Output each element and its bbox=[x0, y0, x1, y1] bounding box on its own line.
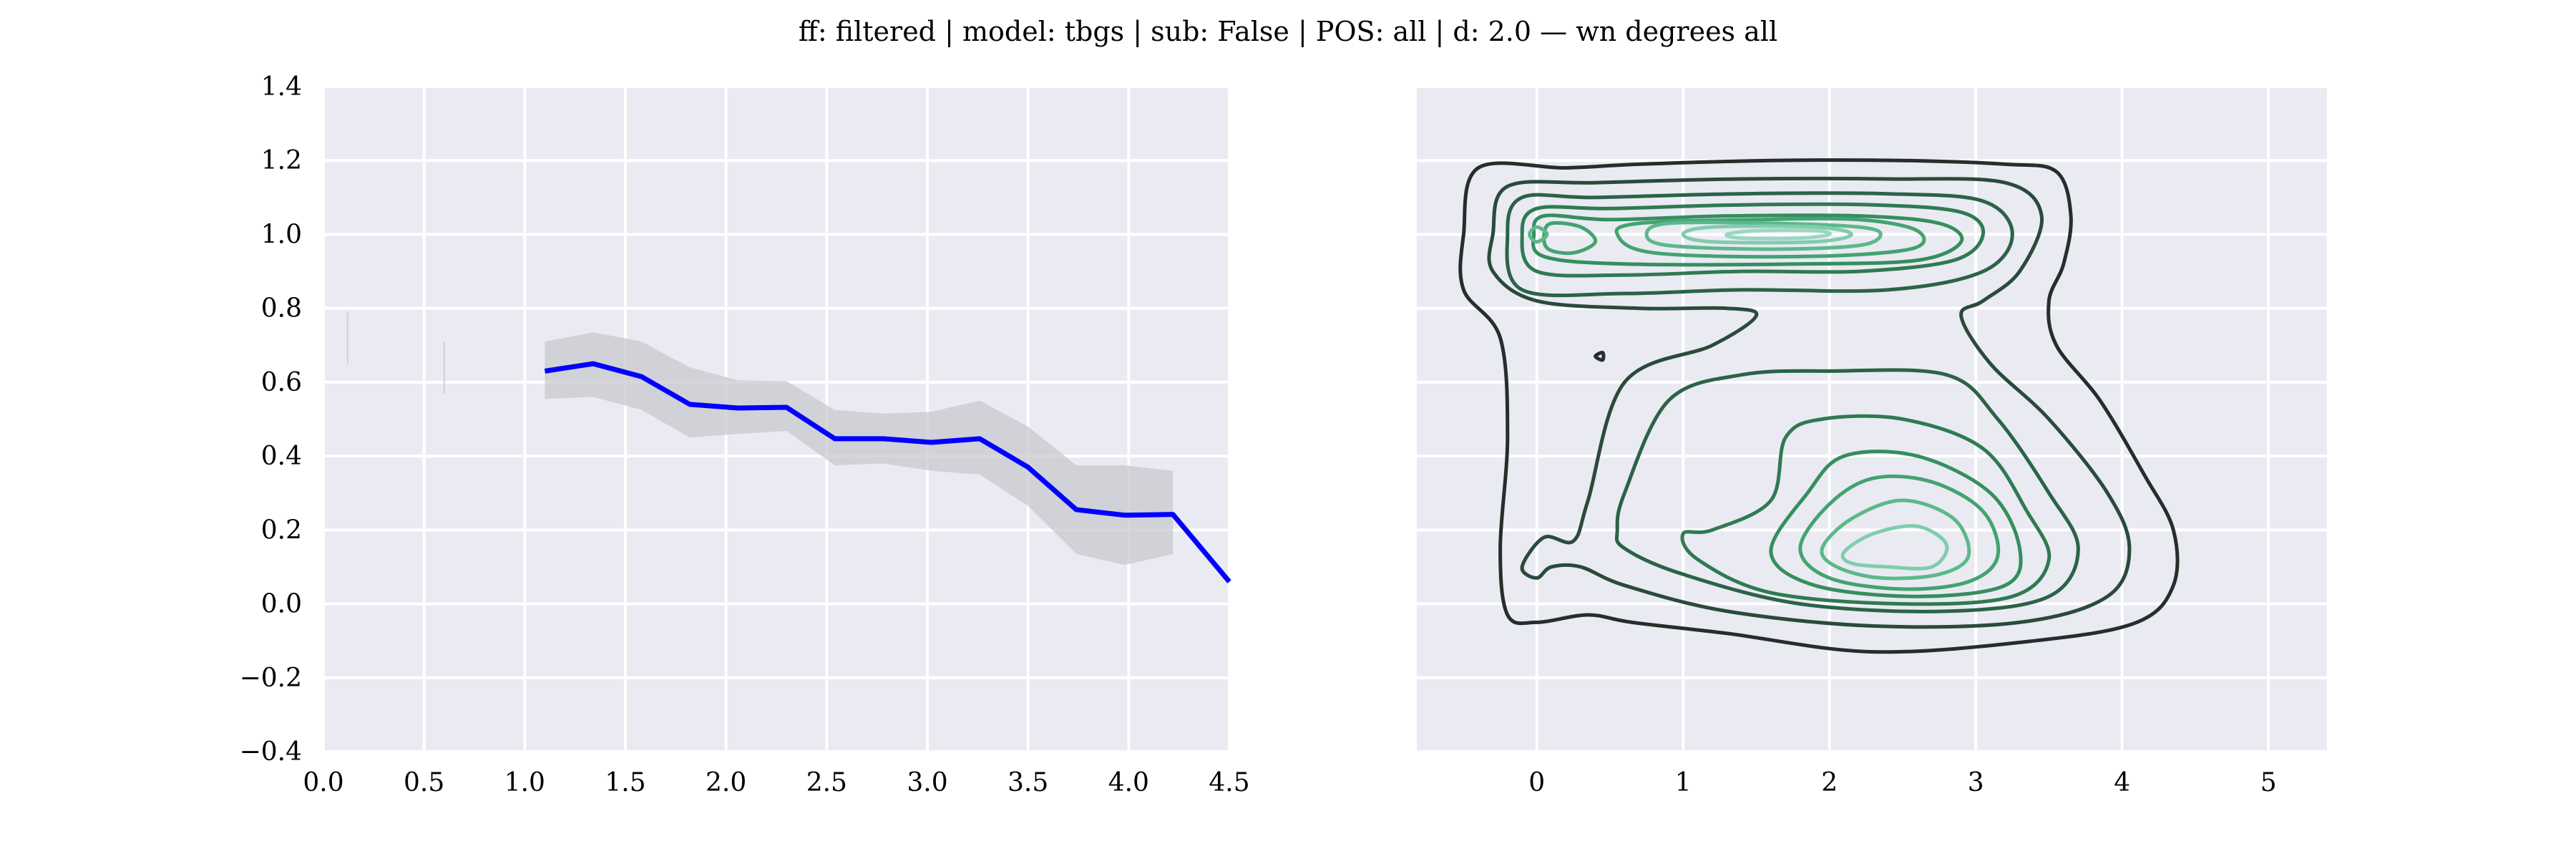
x-tick-label: 1.5 bbox=[605, 768, 645, 797]
contour-line-level-1 bbox=[1594, 351, 1606, 362]
y-tick-label: 1.0 bbox=[261, 220, 302, 249]
line-chart-panel: 0.0 0.5 1.0 1.5 2.0 2.5 3.0 3.5 4.0 4.5 −0.4 −0.2 0… bbox=[240, 72, 1250, 797]
confidence-band bbox=[545, 332, 1174, 566]
figure-title: ff: filtered | model: tbgs | sub: False … bbox=[799, 16, 1777, 47]
line-chart-grid bbox=[322, 85, 1231, 753]
contour-line-level-6 bbox=[1542, 220, 1598, 256]
x-tick-label: 3.5 bbox=[1008, 768, 1048, 797]
x-tick-label: 2.5 bbox=[806, 768, 847, 797]
contour-line-level-9 bbox=[1724, 228, 1832, 241]
x-tick-label: 4 bbox=[2114, 768, 2130, 797]
contour-chart-marks bbox=[1458, 158, 2180, 654]
contour-line-level-2 bbox=[1487, 176, 2132, 629]
line-chart-marks bbox=[346, 311, 1231, 583]
x-tick-label: 4.0 bbox=[1108, 768, 1149, 797]
contour-line-level-3 bbox=[1614, 368, 2080, 613]
line-chart-x-ticks: 0.0 0.5 1.0 1.5 2.0 2.5 3.0 3.5 4.0 4.5 bbox=[303, 768, 1249, 797]
x-tick-label: 2.0 bbox=[706, 768, 746, 797]
y-tick-label: −0.2 bbox=[240, 664, 302, 693]
y-tick-label: 0.8 bbox=[261, 294, 302, 324]
contour-line-level-5 bbox=[1531, 213, 1964, 267]
contour-line-level-3 bbox=[1505, 191, 2014, 298]
x-tick-label: 0 bbox=[1528, 768, 1545, 797]
contour-line-level-8 bbox=[1681, 224, 1853, 245]
contour-line-level-4 bbox=[1680, 414, 2051, 606]
y-tick-label: −0.4 bbox=[240, 737, 302, 767]
y-tick-label: 1.2 bbox=[261, 146, 302, 175]
contour-line-level-7 bbox=[1644, 220, 1883, 251]
x-tick-label: 2 bbox=[1821, 768, 1838, 797]
line-chart-y-ticks: −0.4 −0.2 0.0 0.2 0.4 0.6 0.8 1.0 1.2 1.4 bbox=[240, 72, 302, 767]
y-tick-label: 0.4 bbox=[261, 442, 302, 471]
contour-line-level-7 bbox=[1528, 225, 1549, 244]
contour-line-level-8 bbox=[1840, 524, 1949, 571]
x-tick-label: 4.5 bbox=[1209, 768, 1249, 797]
x-tick-label: 3 bbox=[1968, 768, 1984, 797]
x-tick-label: 5 bbox=[2260, 768, 2277, 797]
y-tick-label: 0.6 bbox=[261, 368, 302, 397]
y-tick-label: 1.4 bbox=[261, 72, 302, 102]
contour-chart-panel: 0 1 2 3 4 5 bbox=[1417, 85, 2327, 797]
y-tick-label: 0.0 bbox=[261, 590, 302, 619]
x-tick-label: 3.0 bbox=[907, 768, 947, 797]
series-line bbox=[544, 361, 1231, 583]
y-tick-label: 0.2 bbox=[261, 515, 302, 545]
contour-line-level-4 bbox=[1520, 202, 1986, 278]
contour-line-level-1 bbox=[1458, 158, 2180, 654]
x-tick-label: 0.5 bbox=[404, 768, 444, 797]
contour-line-level-5 bbox=[1769, 450, 2023, 598]
x-tick-label: 0.0 bbox=[303, 768, 343, 797]
contour-chart-x-ticks: 0 1 2 3 4 5 bbox=[1528, 768, 2276, 797]
x-tick-label: 1.0 bbox=[504, 768, 545, 797]
x-tick-label: 1 bbox=[1675, 768, 1692, 797]
contour-line-level-6 bbox=[1798, 474, 2001, 591]
contour-chart-grid bbox=[1417, 85, 2327, 753]
contour-line-level-7 bbox=[1820, 498, 1971, 581]
